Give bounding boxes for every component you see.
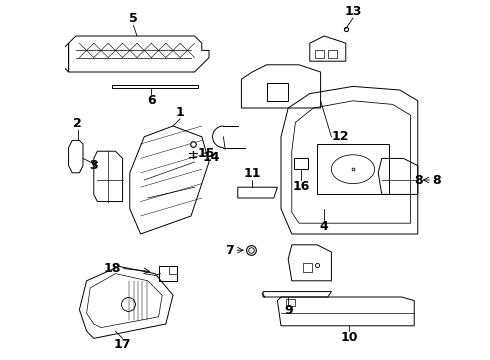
Bar — [159, 266, 176, 281]
Text: 14: 14 — [202, 151, 220, 164]
Bar — [267, 83, 288, 101]
Text: 7: 7 — [225, 244, 234, 257]
Text: 8: 8 — [415, 174, 423, 186]
Text: 6: 6 — [147, 94, 156, 107]
Bar — [303, 263, 312, 272]
Bar — [294, 158, 308, 169]
Text: 12: 12 — [331, 130, 349, 143]
Text: 11: 11 — [244, 167, 261, 180]
Text: 8: 8 — [432, 174, 441, 186]
Text: 2: 2 — [73, 117, 82, 130]
Text: 1: 1 — [176, 106, 185, 119]
Text: 16: 16 — [292, 180, 310, 193]
Bar — [317, 144, 389, 194]
Bar — [170, 266, 176, 274]
Text: 5: 5 — [129, 12, 138, 25]
Text: 4: 4 — [320, 220, 329, 233]
Text: 17: 17 — [114, 338, 131, 351]
Bar — [286, 299, 295, 306]
Text: 3: 3 — [89, 159, 98, 172]
Text: 10: 10 — [341, 331, 358, 344]
Bar — [315, 50, 324, 58]
Text: 15: 15 — [197, 147, 215, 159]
Text: 18: 18 — [103, 262, 121, 275]
Text: 13: 13 — [344, 5, 362, 18]
Bar — [328, 50, 337, 58]
Text: 9: 9 — [284, 304, 293, 317]
